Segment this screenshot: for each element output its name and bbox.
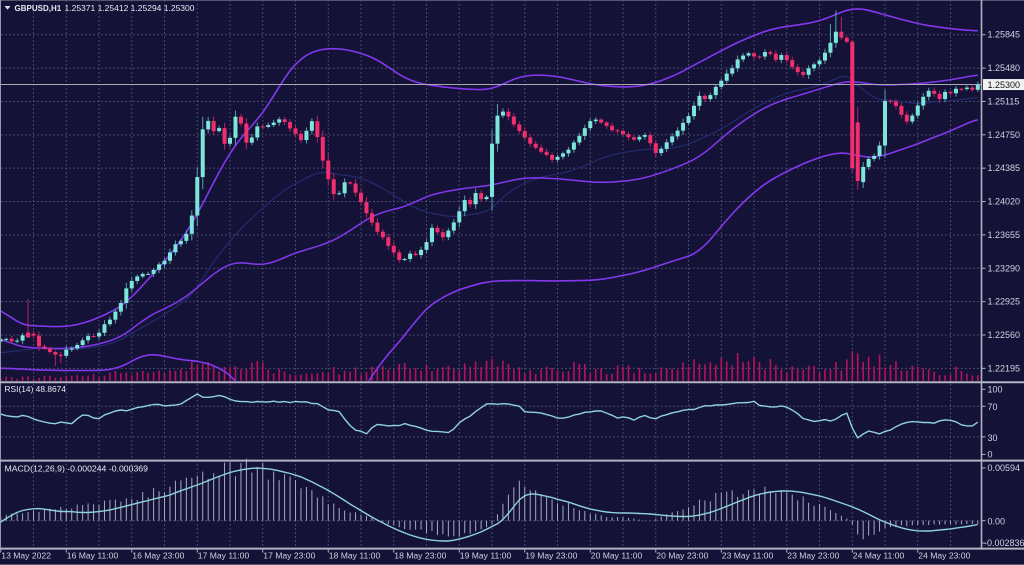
svg-text:70: 70 [988,402,998,412]
svg-text:24 May 23:00: 24 May 23:00 [918,551,970,561]
svg-text:1.25371 1.25412 1.25294 1.2530: 1.25371 1.25412 1.25294 1.25300 [65,3,195,13]
svg-text:0.00: 0.00 [988,517,1006,527]
svg-text:MACD(12,26,9) -0.000244 -0.000: MACD(12,26,9) -0.000244 -0.000369 [5,464,149,474]
svg-text:-0.002836: -0.002836 [984,538,1024,548]
svg-text:GBPUSD,H1: GBPUSD,H1 [15,4,62,13]
svg-text:1.22195: 1.22195 [988,363,1021,373]
svg-text:13 May 2022: 13 May 2022 [1,551,51,561]
svg-text:0: 0 [988,449,993,459]
svg-text:17 May 11:00: 17 May 11:00 [198,551,250,561]
svg-text:1.25480: 1.25480 [988,63,1021,73]
svg-text:30: 30 [988,433,998,443]
svg-text:1.23290: 1.23290 [988,263,1021,273]
svg-text:RSI(14) 48.8674: RSI(14) 48.8674 [5,384,67,394]
svg-text:20 May 23:00: 20 May 23:00 [656,551,708,561]
svg-text:1.22925: 1.22925 [988,297,1021,307]
svg-text:1.25115: 1.25115 [988,97,1020,107]
svg-text:1.22560: 1.22560 [988,330,1021,340]
svg-text:19 May 11:00: 19 May 11:00 [460,551,512,561]
svg-text:1.23655: 1.23655 [988,230,1021,240]
svg-text:24 May 11:00: 24 May 11:00 [853,551,905,561]
svg-text:100: 100 [988,384,1003,394]
svg-text:1.24020: 1.24020 [988,197,1021,207]
svg-text:18 May 23:00: 18 May 23:00 [394,551,446,561]
svg-text:17 May 23:00: 17 May 23:00 [263,551,315,561]
svg-text:23 May 11:00: 23 May 11:00 [722,551,774,561]
svg-text:1.25845: 1.25845 [988,30,1021,40]
svg-text:20 May 11:00: 20 May 11:00 [591,551,643,561]
svg-text:16 May 23:00: 16 May 23:00 [132,551,184,561]
svg-text:18 May 11:00: 18 May 11:00 [329,551,381,561]
svg-text:1.24750: 1.24750 [988,130,1021,140]
svg-text:1.25300: 1.25300 [988,80,1021,90]
svg-text:0.00594: 0.00594 [988,463,1021,473]
svg-text:23 May 23:00: 23 May 23:00 [787,551,839,561]
svg-text:1.24385: 1.24385 [988,163,1021,173]
svg-text:19 May 23:00: 19 May 23:00 [525,551,577,561]
svg-text:16 May 11:00: 16 May 11:00 [67,551,119,561]
